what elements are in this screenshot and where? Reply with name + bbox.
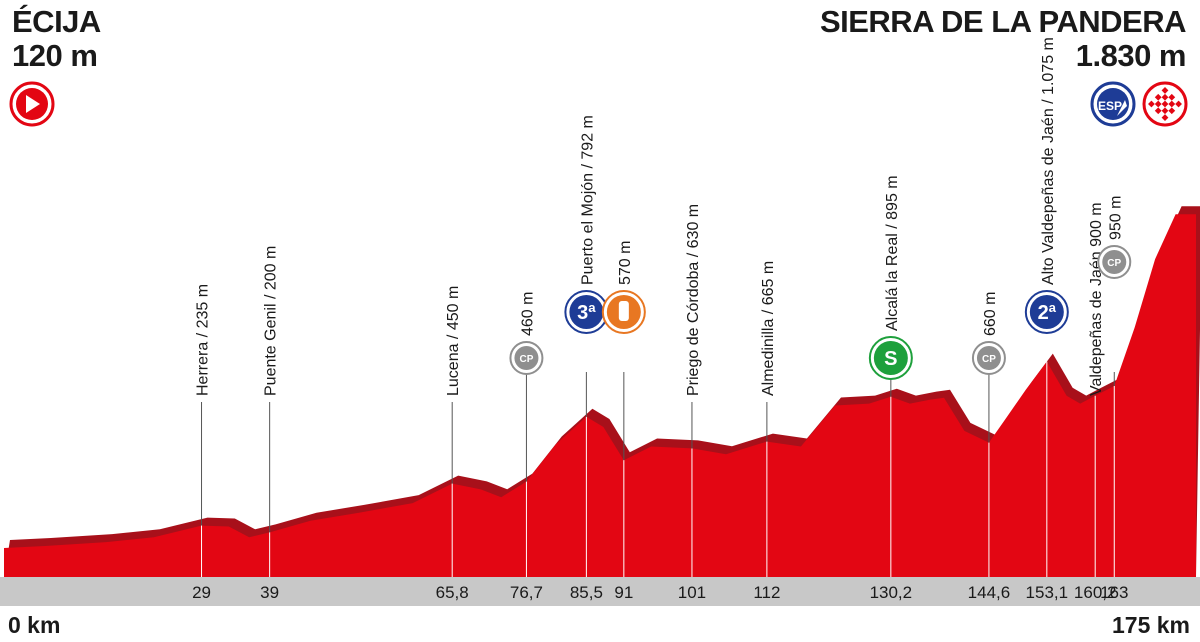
waypoint-label: 570 m — [617, 241, 634, 285]
waypoint-8: S Alcalá la Real / 895 m 130,2 — [868, 175, 913, 602]
mountain-2nd-category-icon: 2ª — [1024, 290, 1069, 334]
waypoint-label: Puente Genil / 200 m — [263, 246, 280, 396]
axis-end-label: 175 km — [1111, 612, 1190, 638]
waypoint-km-label: 91 — [614, 583, 633, 602]
waypoint-label: Valdepeñas de Jaén 900 m — [1088, 202, 1105, 396]
waypoint-km-label: 144,6 — [968, 583, 1011, 602]
waypoint-1: Puente Genil / 200 m 39 — [260, 246, 279, 602]
finish-altitude: 1.830 m — [1075, 38, 1187, 73]
finish-town-name: SIERRA DE LA PANDERA — [819, 4, 1187, 39]
start-arrow-icon — [9, 81, 55, 127]
waypoint-label: Herrera / 235 m — [195, 284, 212, 396]
axis-start-label: 0 km — [8, 612, 61, 638]
profile-area — [4, 214, 1196, 577]
start-altitude: 120 m — [12, 38, 98, 73]
icon-label: S — [884, 348, 897, 370]
mountain-3rd-category-icon: 3ª — [564, 290, 609, 334]
waypoint-2: Lucena / 450 m 65,8 — [436, 286, 469, 602]
waypoint-km-label: 163 — [1100, 583, 1128, 602]
icon-label: 3ª — [577, 302, 596, 324]
checkpoint-icon: CP — [1097, 245, 1132, 279]
waypoint-label: 950 m — [1107, 196, 1124, 240]
waypoint-km-label: 153,1 — [1026, 583, 1069, 602]
waypoint-label: 460 m — [519, 292, 536, 336]
waypoint-km-label: 39 — [260, 583, 279, 602]
waypoint-label: 660 m — [982, 292, 999, 336]
waypoint-4: 3ª Puerto el Mojón / 792 m 85,5 — [564, 115, 609, 602]
waypoint-km-label: 112 — [753, 583, 780, 602]
waypoint-km-label: 160,2 — [1074, 583, 1117, 602]
waypoint-km-label: 65,8 — [436, 583, 469, 602]
icon-label: CP — [1107, 258, 1121, 269]
waypoint-km-label: 85,5 — [570, 583, 603, 602]
checkpoint-icon: CP — [509, 341, 544, 375]
waypoint-km-label: 76,7 — [510, 583, 543, 602]
waypoint-7: Almedinilla / 665 m 112 — [753, 261, 780, 602]
waypoint-0: Herrera / 235 m 29 — [192, 284, 211, 602]
waypoint-km-label: 29 — [192, 583, 211, 602]
waypoint-label: Lucena / 450 m — [445, 286, 462, 396]
start-town-name: ÉCIJA — [12, 4, 101, 39]
waypoint-label: Alcalá la Real / 895 m — [884, 175, 901, 331]
waypoint-10: 2ª Alto Valdepeñas de Jaén / 1.075 m 153,1 — [1024, 37, 1069, 602]
icon-label: 2ª — [1038, 302, 1057, 324]
waypoint-km-label: 101 — [678, 583, 706, 602]
waypoint-label: Priego de Córdoba / 630 m — [685, 204, 702, 396]
feed-zone-icon — [601, 290, 646, 334]
distance-axis-band — [0, 577, 1200, 606]
icon-label: CP — [519, 354, 533, 365]
checkpoint-icon: CP — [971, 341, 1006, 375]
esp-summit-finish-icon: ESP — [1090, 81, 1136, 127]
waypoint-6: Priego de Córdoba / 630 m 101 — [678, 204, 706, 602]
waypoint-label: Puerto el Mojón / 792 m — [579, 115, 596, 285]
waypoint-12: CP 950 m 163 — [1097, 196, 1132, 602]
waypoint-km-label: 130,2 — [870, 583, 913, 602]
checkered-flag-icon — [1142, 81, 1188, 127]
waypoint-label: Alto Valdepeñas de Jaén / 1.075 m — [1040, 37, 1057, 285]
waypoint-11: Valdepeñas de Jaén 900 m 160,2 — [1074, 202, 1117, 602]
icon-label: CP — [982, 354, 996, 365]
waypoint-9: CP 660 m 144,6 — [968, 292, 1011, 602]
waypoint-5: 570 m 91 — [601, 241, 646, 602]
svg-text:ESP: ESP — [1098, 99, 1122, 113]
waypoint-label: Almedinilla / 665 m — [760, 261, 777, 396]
waypoint-3: CP 460 m 76,7 — [509, 292, 544, 602]
sprint-icon: S — [868, 336, 913, 380]
